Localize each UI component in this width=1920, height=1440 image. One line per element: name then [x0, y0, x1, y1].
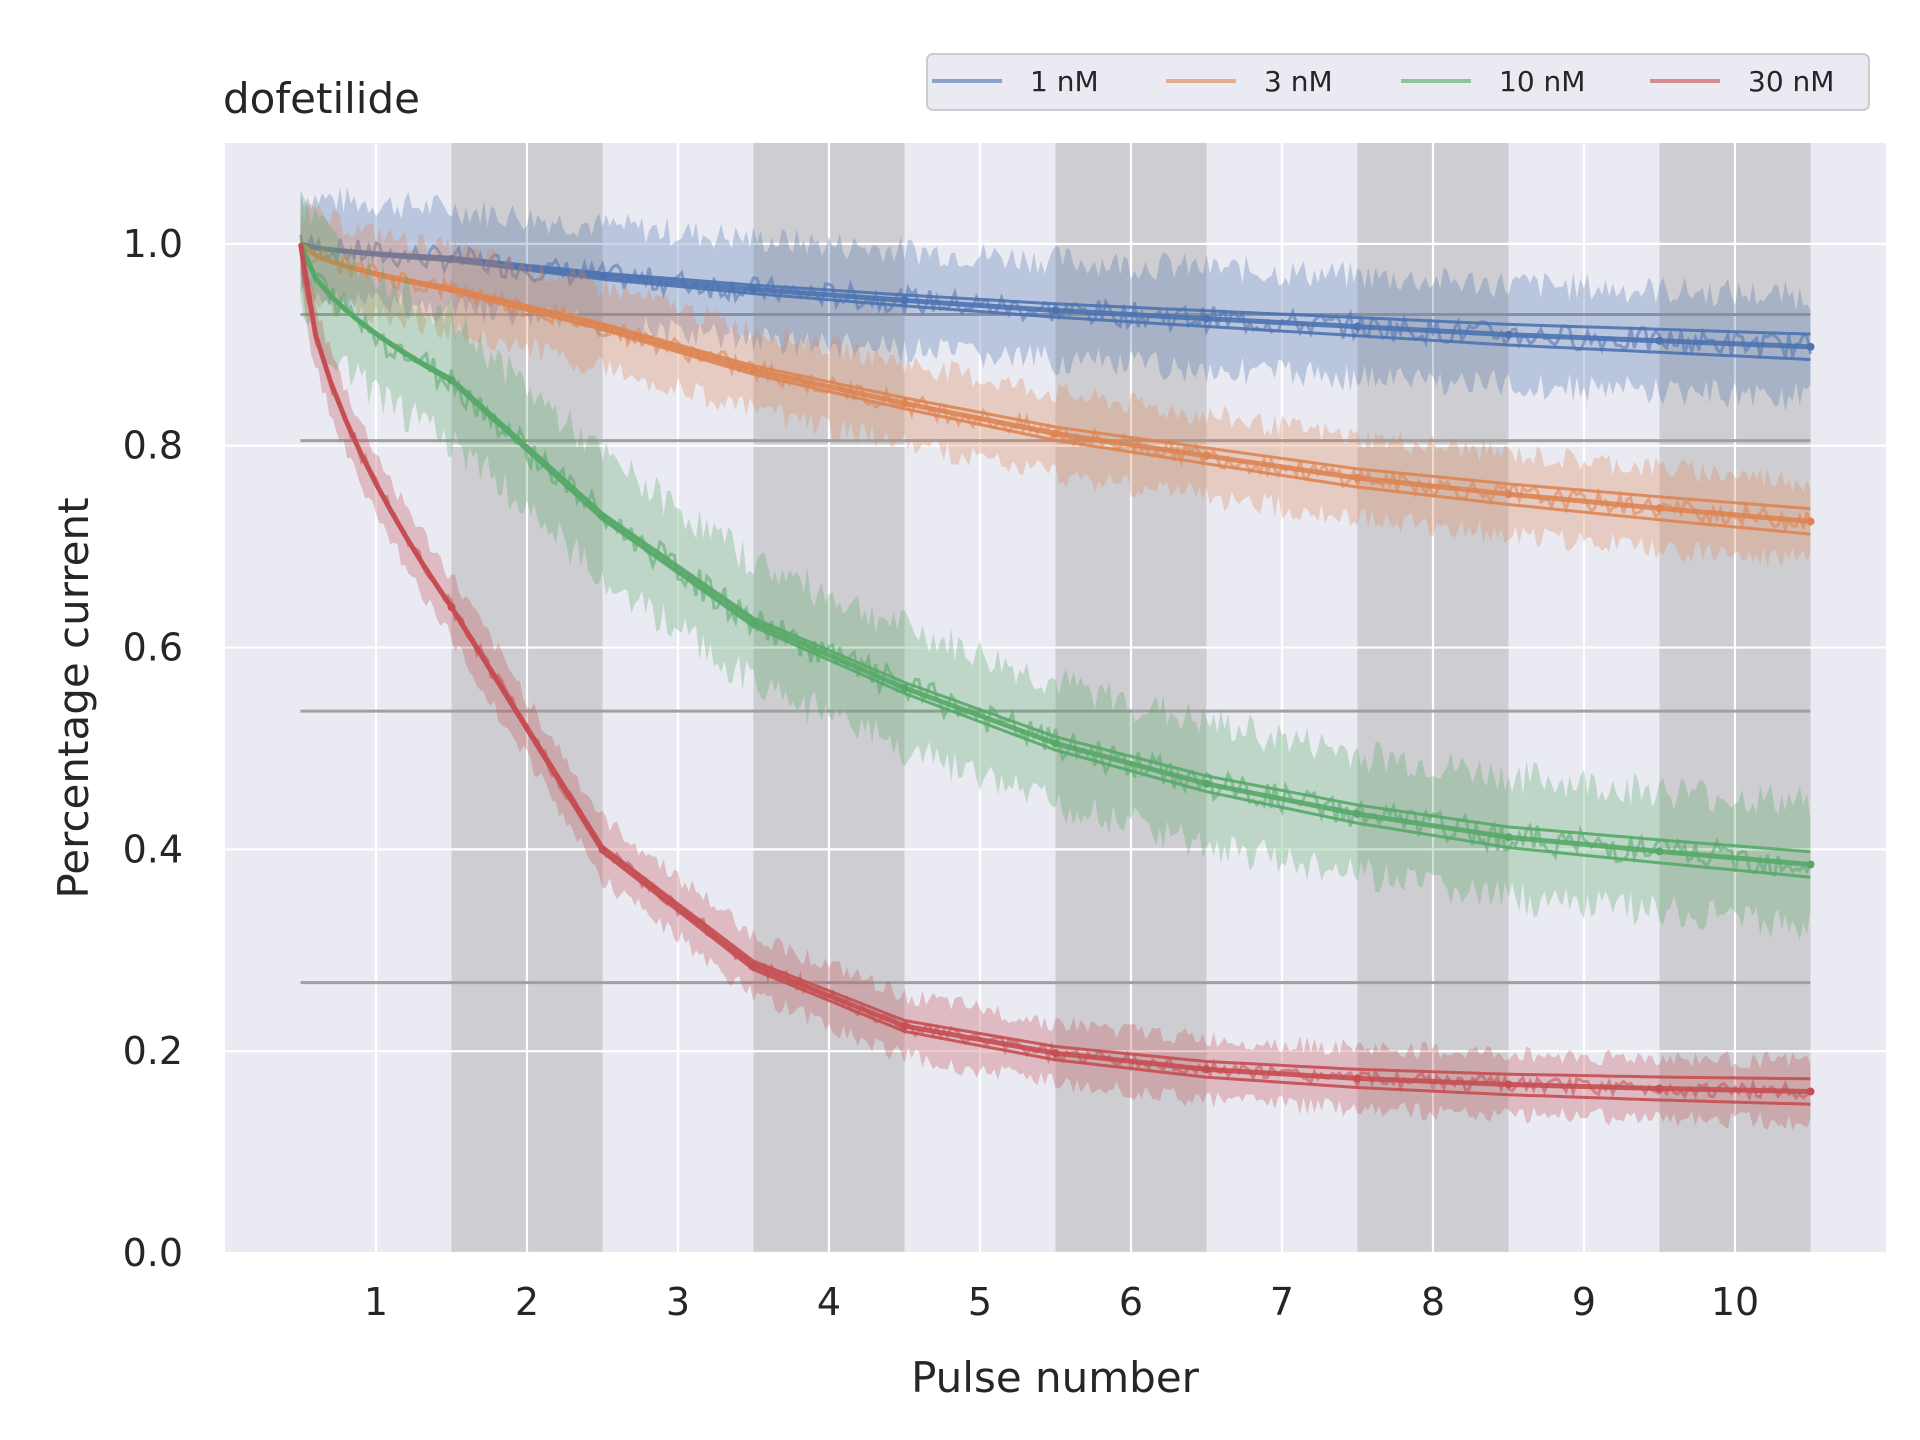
y-tick-label: 0.0: [123, 1231, 183, 1275]
x-tick-label: 8: [1421, 1280, 1445, 1324]
series-point-10-nm: [900, 683, 909, 692]
series-point-3-nm: [1655, 504, 1664, 513]
series-point-30-nm: [1504, 1080, 1513, 1089]
series-point-30-nm: [1051, 1049, 1060, 1058]
series-point-10-nm: [1655, 847, 1664, 856]
series-point-30-nm: [749, 961, 758, 970]
series-point-1-nm: [749, 285, 758, 294]
series-point-1-nm: [1051, 306, 1060, 315]
series-point-30-nm: [1202, 1065, 1211, 1074]
series-1-nm: [299, 186, 1815, 412]
chart-title: dofetilide: [223, 74, 420, 123]
x-tick-label: 7: [1270, 1280, 1294, 1324]
series-10-nm: [298, 189, 1815, 941]
series-point-30-nm: [447, 603, 456, 612]
series-point-3-nm: [1202, 451, 1211, 460]
legend-label-30-nm: 30 nM: [1748, 65, 1834, 98]
x-tick-label: 1: [364, 1280, 388, 1324]
series-point-10-nm: [1051, 739, 1060, 748]
series-point-10-nm: [1202, 779, 1211, 788]
legend-label-10-nm: 10 nM: [1499, 65, 1585, 98]
series-point-1-nm: [900, 296, 909, 305]
series-point-1-nm: [1353, 322, 1362, 331]
series-model-line-1-nm: [300, 241, 1811, 336]
series-point-1-nm: [598, 272, 607, 281]
y-tick-label: 0.6: [123, 626, 183, 670]
x-tick-label: 4: [817, 1280, 841, 1324]
series-point-30-nm: [1655, 1084, 1664, 1093]
series-point-1-nm: [1655, 336, 1664, 345]
series-model-line-3-nm: [299, 242, 1811, 511]
x-tick-label: 2: [515, 1280, 539, 1324]
series-point-3-nm: [1353, 474, 1362, 483]
series-band-10-nm: [300, 189, 1811, 941]
series-point-3-nm: [1504, 490, 1513, 499]
series-point-3-nm: [447, 285, 456, 294]
series-point-30-nm: [598, 845, 607, 854]
x-tick-label: 9: [1572, 1280, 1596, 1324]
series-point-30-nm: [1353, 1074, 1362, 1083]
series-noisy-line-10-nm: [299, 234, 1812, 878]
legend-box: [926, 53, 1870, 111]
series-30-nm: [298, 219, 1815, 1130]
legend: 1 nM 3 nM 10 nM 30 nM: [926, 53, 1870, 111]
y-axis-label: Percentage current: [49, 497, 98, 898]
series-model-line-3-nm: [299, 243, 1811, 536]
x-tick-labels: 1 2 3 4 5 6 7 8 9 10: [364, 1280, 1759, 1324]
series-point-10-nm: [1353, 810, 1362, 819]
series-point-3-nm: [749, 366, 758, 375]
series-point-1-nm: [447, 255, 456, 264]
series-point-1-nm: [1504, 330, 1513, 339]
y-tick-labels: 0.0 0.2 0.4 0.6 0.8 1.0: [123, 222, 183, 1275]
series-model-line-30-nm: [299, 243, 1811, 1081]
y-tick-label: 1.0: [123, 222, 183, 266]
x-tick-label: 6: [1119, 1280, 1143, 1324]
series-point-3-nm: [900, 399, 909, 408]
series-3-nm: [298, 203, 1815, 568]
x-tick-label: 10: [1711, 1280, 1759, 1324]
series-point-30-nm: [900, 1021, 909, 1030]
series-point-3-nm: [1806, 517, 1815, 526]
legend-label-3-nm: 3 nM: [1264, 65, 1333, 98]
series-point-10-nm: [1806, 860, 1815, 869]
x-tick-label: 3: [666, 1280, 690, 1324]
series-model-line-10-nm: [299, 242, 1811, 854]
series-point-10-nm: [749, 618, 758, 627]
series-point-30-nm: [1806, 1087, 1815, 1096]
series-point-3-nm: [598, 322, 607, 331]
legend-label-1-nm: 1 nM: [1030, 65, 1099, 98]
series-group: [298, 186, 1815, 1130]
x-axis-label: Pulse number: [911, 1353, 1200, 1402]
series-band-1-nm: [300, 186, 1811, 412]
y-tick-label: 0.2: [123, 1029, 183, 1073]
series-point-10-nm: [447, 376, 456, 385]
series-point-1-nm: [1202, 314, 1211, 323]
series-point-10-nm: [598, 512, 607, 521]
series-model-line-1-nm: [300, 243, 1811, 362]
x-tick-label: 5: [968, 1280, 992, 1324]
series-point-3-nm: [1051, 429, 1060, 438]
series-point-10-nm: [1504, 833, 1513, 842]
y-tick-label: 0.4: [123, 827, 183, 871]
y-tick-label: 0.8: [123, 424, 183, 468]
series-point-1-nm: [1806, 342, 1815, 351]
